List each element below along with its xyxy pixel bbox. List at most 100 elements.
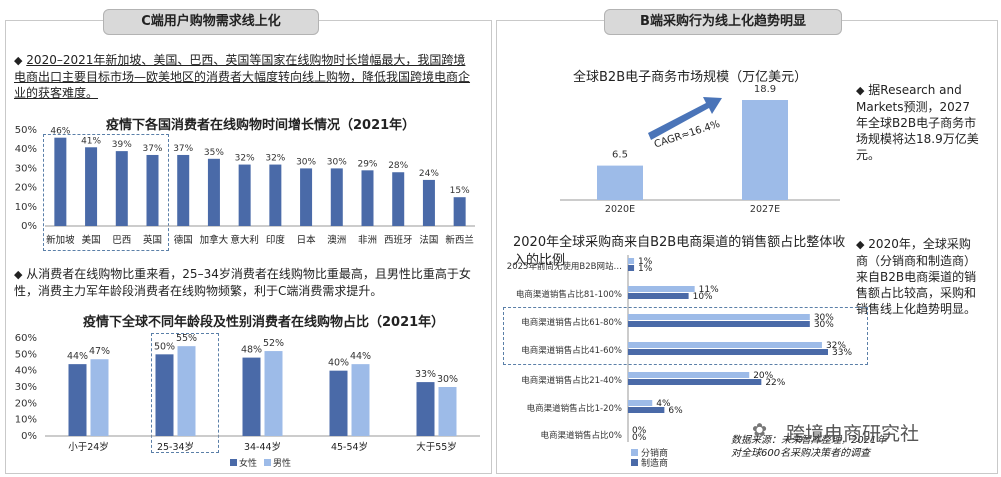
chart1-bar-label: 28%: [388, 161, 408, 171]
chart4-category-label: 电商渠道销售占比41-60%: [521, 345, 622, 356]
chart1-bar: [85, 147, 98, 226]
chart4-category-label: 电商渠道销售占比61-80%: [521, 317, 622, 328]
diamond-bullet-icon: ◆: [14, 268, 23, 281]
chart1-bar-label: 41%: [81, 136, 101, 146]
chart4-legend-swatch: [631, 459, 638, 466]
chart2-title: 疫情下全球不同年龄段及性别消费者在线购物占比（2021年）: [83, 315, 445, 330]
chart4-category-label: 电商渠道销售占比0%: [541, 430, 623, 441]
chart1-bar-label: 37%: [173, 144, 193, 154]
chart1-bar: [453, 197, 466, 226]
chart4-category-label: 电商渠道销售占比1-20%: [527, 403, 622, 414]
chart1-bar-label: 30%: [327, 157, 347, 167]
chart2-category-label: 25-34岁: [157, 441, 194, 453]
chart4-bar-label: 33%: [832, 348, 852, 358]
chart4-legend-label: 制造商: [641, 457, 668, 469]
chart1-category-label: 德国: [174, 234, 193, 246]
chart3-bar-label: 6.5: [612, 150, 628, 161]
left-bullet-1-text: 2020–2021年新加坡、美国、巴西、英国等国家在线购物时长增幅最大，我国跨境…: [14, 53, 471, 100]
chart4-category-label: 2025年前尚无使用B2B网站…: [507, 261, 622, 272]
chart4-bar-label: 0%: [632, 426, 647, 436]
chart4-legend-swatch: [631, 449, 638, 456]
chart1-category-label: 英国: [143, 234, 162, 246]
chart2-bar-label: 50%: [154, 341, 175, 352]
chart1-bar: [146, 154, 159, 226]
chart1-bar: [330, 168, 343, 226]
chart1-bar: [300, 168, 313, 226]
chart3-bar: [597, 165, 643, 200]
chart1-category-label: 新加坡: [46, 234, 75, 246]
chart2-ytick: 0%: [21, 431, 37, 442]
chart2-legend-swatch: [230, 459, 237, 466]
chart3-bar: [742, 100, 788, 200]
chart1-ytick: 30%: [15, 163, 37, 174]
chart1-bar: [392, 172, 405, 226]
chart4-bar-label: 6%: [668, 406, 683, 416]
chart2-bar-male: [90, 359, 109, 436]
chart1-ytick: 0%: [21, 221, 37, 232]
chart4-bar-distributor: [628, 314, 810, 320]
chart2-bar-female: [68, 364, 87, 436]
highlight-box-25-34: [151, 333, 219, 453]
chart4-bar-manufacturer: [628, 407, 665, 413]
chart1-bar-label: 32%: [265, 154, 285, 164]
chart1-category-label: 西班牙: [384, 234, 413, 246]
chart2-bar-label: 33%: [415, 369, 436, 380]
chart1-category-label: 非洲: [358, 234, 377, 246]
chart3-title: 全球B2B电子商务市场规模（万亿美元）: [573, 70, 808, 85]
chart1-ytick: 20%: [15, 183, 37, 194]
chart4-bar-distributor: [628, 400, 653, 406]
chart2-legend-label: 男性: [273, 457, 291, 469]
chart4-bar-label: 20%: [753, 371, 773, 381]
chart2-bar-label: 55%: [176, 333, 197, 344]
highlight-box-30-33: [503, 307, 868, 365]
chart2-legend-label: 女性: [239, 457, 257, 469]
chart4-bar-label: 4%: [656, 399, 671, 409]
chart1-bar: [54, 137, 67, 226]
chart2-bar-female: [242, 357, 261, 436]
chart1-bar-label: 15%: [450, 186, 470, 196]
chart2-category-label: 小于24岁: [68, 441, 109, 453]
chart2-ytick: 40%: [15, 366, 37, 377]
chart2-ytick: 20%: [15, 398, 37, 409]
chart1-ytick: 10%: [15, 202, 37, 213]
chart1-bar-label: 24%: [419, 169, 439, 179]
diamond-bullet-icon: ◆: [856, 84, 865, 97]
chart1-bar-label: 39%: [112, 140, 132, 150]
chart2-category-label: 大于55岁: [416, 441, 457, 453]
chart2-bar-female: [329, 370, 348, 436]
chart3-category-label: 2020E: [605, 204, 635, 215]
chart4-bar-label: 30%: [814, 320, 834, 330]
chart1-category-label: 意大利: [230, 234, 259, 246]
chart4-bar-manufacturer: [628, 293, 689, 299]
source-note: 数据来源：未来智库整理，2021年对全球600名采购决策者的调查: [731, 435, 887, 459]
chart2-bar-label: 44%: [67, 351, 88, 362]
right-note-1: ◆ 据Research and Markets预测，2027年全球B2B电子商务…: [856, 82, 980, 163]
chart3-bar-label: 18.9: [754, 84, 776, 95]
chart1-bar: [361, 170, 374, 226]
chart4-bar-label: 30%: [814, 313, 834, 323]
chart2-category-label: 34-44岁: [244, 441, 281, 453]
chart2-bar-female: [155, 354, 174, 436]
chart1-category-label: 印度: [266, 234, 286, 246]
right-note-2: ◆ 2020年，全球采购商（分销商和制造商）来自B2B电商渠道的销售额占比较高，…: [856, 236, 980, 317]
chart2-category-label: 45-54岁: [331, 441, 368, 453]
chart4-bar-label: 11%: [699, 285, 719, 295]
chart2-bar-male: [177, 346, 196, 436]
chart2-ytick: 50%: [15, 349, 37, 360]
chart1-ytick: 40%: [15, 144, 37, 155]
chart4-bar-label: 22%: [765, 378, 785, 388]
right-note-2-text: 2020年，全球采购商（分销商和制造商）来自B2B电商渠道的销售额占比较高，采购…: [856, 237, 977, 316]
cagr-label: CAGR≈16.4%: [653, 119, 722, 151]
chart1-category-label: 澳洲: [327, 234, 346, 246]
chart2-bar-label: 47%: [89, 346, 110, 357]
chart1-title: 疫情下各国消费者在线购物时间增长情况（2021年）: [106, 118, 416, 133]
chart1-bar-label: 30%: [296, 157, 316, 167]
chart2-bar-male: [264, 351, 283, 436]
chart1-bar: [207, 158, 220, 226]
chart2-bar-label: 30%: [437, 374, 458, 385]
chart2-bar-label: 40%: [328, 358, 349, 369]
left-bullet-2-text: 从消费者在线购物比重来看，25–34岁消费者在线购物比重最高，且男性比重高于女性…: [14, 267, 471, 298]
chart4-title: 2020年全球采购商来自B2B电商渠道的销售额占比整体收入的比例: [513, 235, 846, 268]
chart1-bar: [238, 164, 251, 226]
chart2-bar-female: [416, 382, 435, 436]
